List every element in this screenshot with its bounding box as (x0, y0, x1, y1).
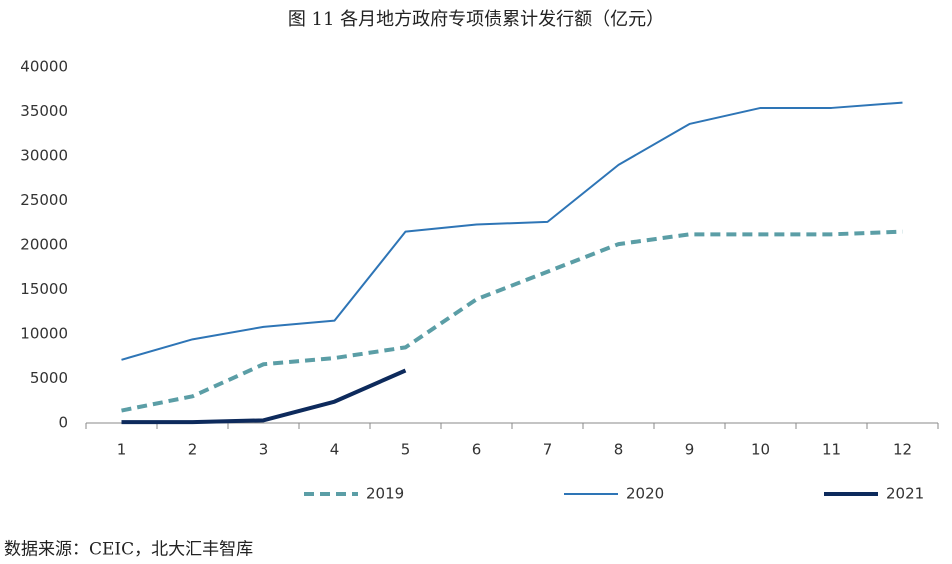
x-tick-label: 9 (685, 441, 695, 459)
x-tick-label: 12 (893, 441, 912, 459)
legend-label: 2020 (626, 485, 664, 503)
legend-label: 2019 (366, 485, 404, 503)
x-tick-label: 5 (401, 441, 411, 459)
x-tick-label: 8 (614, 441, 624, 459)
y-tick-label: 15000 (20, 280, 68, 298)
x-tick-label: 4 (330, 441, 340, 459)
x-tick-label: 1 (117, 441, 127, 459)
series-line (121, 368, 407, 425)
y-tick-label: 10000 (20, 325, 68, 343)
series-line (121, 101, 903, 361)
y-tick-label: 40000 (20, 58, 68, 76)
x-tick-label: 3 (259, 441, 269, 459)
source-note: 数据来源：CEIC，北大汇丰智库 (4, 540, 253, 560)
y-tick-label: 35000 (20, 102, 68, 120)
x-tick-label: 11 (822, 441, 841, 459)
x-tick-label: 2 (188, 441, 198, 459)
y-tick-label: 25000 (20, 191, 68, 209)
x-tick-label: 6 (472, 441, 482, 459)
y-tick-label: 20000 (20, 236, 68, 254)
y-tick-label: 30000 (20, 147, 68, 165)
x-tick-label: 10 (751, 441, 770, 459)
legend-label: 2021 (886, 485, 924, 503)
x-tick-label: 7 (543, 441, 553, 459)
y-tick-label: 5000 (30, 369, 68, 387)
chart-title: 图 11 各月地方政府专项债累计发行额（亿元） (288, 9, 664, 30)
series-line (121, 229, 903, 413)
y-tick-label: 0 (58, 414, 68, 432)
